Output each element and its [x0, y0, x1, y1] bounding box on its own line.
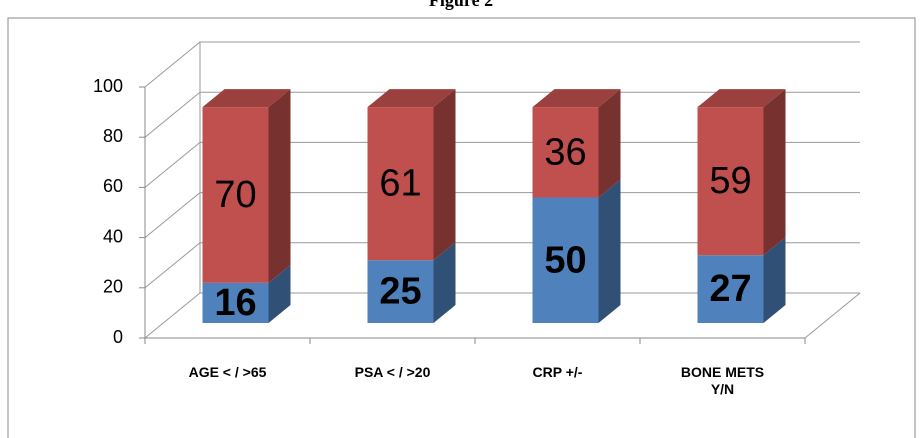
bar-side	[598, 89, 621, 198]
value-label: 25	[379, 271, 421, 313]
bar-side	[433, 242, 456, 323]
grid-line	[144, 242, 860, 289]
bar-side	[763, 237, 786, 323]
bar	[367, 260, 434, 323]
bar-top	[202, 89, 291, 108]
bar	[532, 197, 599, 323]
floor-edge	[804, 292, 861, 339]
value-label: 16	[214, 282, 256, 324]
x-tick-label: BONE METS Y/N	[680, 364, 765, 397]
grid-line	[144, 41, 860, 88]
y-tick-label: 20	[103, 277, 123, 297]
y-tick-label: 100	[93, 76, 123, 96]
value-label: 70	[214, 174, 256, 216]
bar-side	[268, 89, 291, 283]
value-label: 50	[544, 239, 586, 281]
bar-side	[268, 264, 291, 323]
grid-line	[144, 192, 860, 238]
x-tick-label: AGE < / >65	[188, 364, 267, 380]
grid-line	[144, 91, 860, 138]
bar	[697, 255, 764, 323]
value-label: 59	[709, 160, 751, 202]
x-tick-label: PSA < / >20	[354, 364, 431, 380]
bar	[367, 107, 434, 261]
value-label: 36	[544, 131, 586, 173]
bar	[697, 107, 764, 256]
bar-top	[697, 89, 786, 108]
y-tick-label: 40	[103, 226, 123, 246]
chart-title: Figure 2	[429, 0, 493, 10]
bar	[532, 107, 599, 198]
bar	[202, 107, 269, 283]
bar-side	[433, 89, 456, 261]
bar-top	[367, 89, 456, 108]
bar	[202, 282, 269, 323]
value-label: 61	[379, 163, 421, 205]
value-label: 27	[709, 268, 751, 310]
x-tick-label: CRP +/-	[532, 364, 583, 380]
bar-side	[598, 179, 621, 323]
bar-side	[763, 89, 786, 256]
y-tick-label: 80	[103, 126, 123, 146]
grid-line	[144, 292, 860, 339]
y-tick-label: 60	[103, 176, 123, 196]
grid-line	[144, 141, 860, 188]
y-tick-label: 0	[113, 327, 123, 347]
bar-top	[532, 89, 621, 108]
chart-frame	[7, 17, 916, 438]
